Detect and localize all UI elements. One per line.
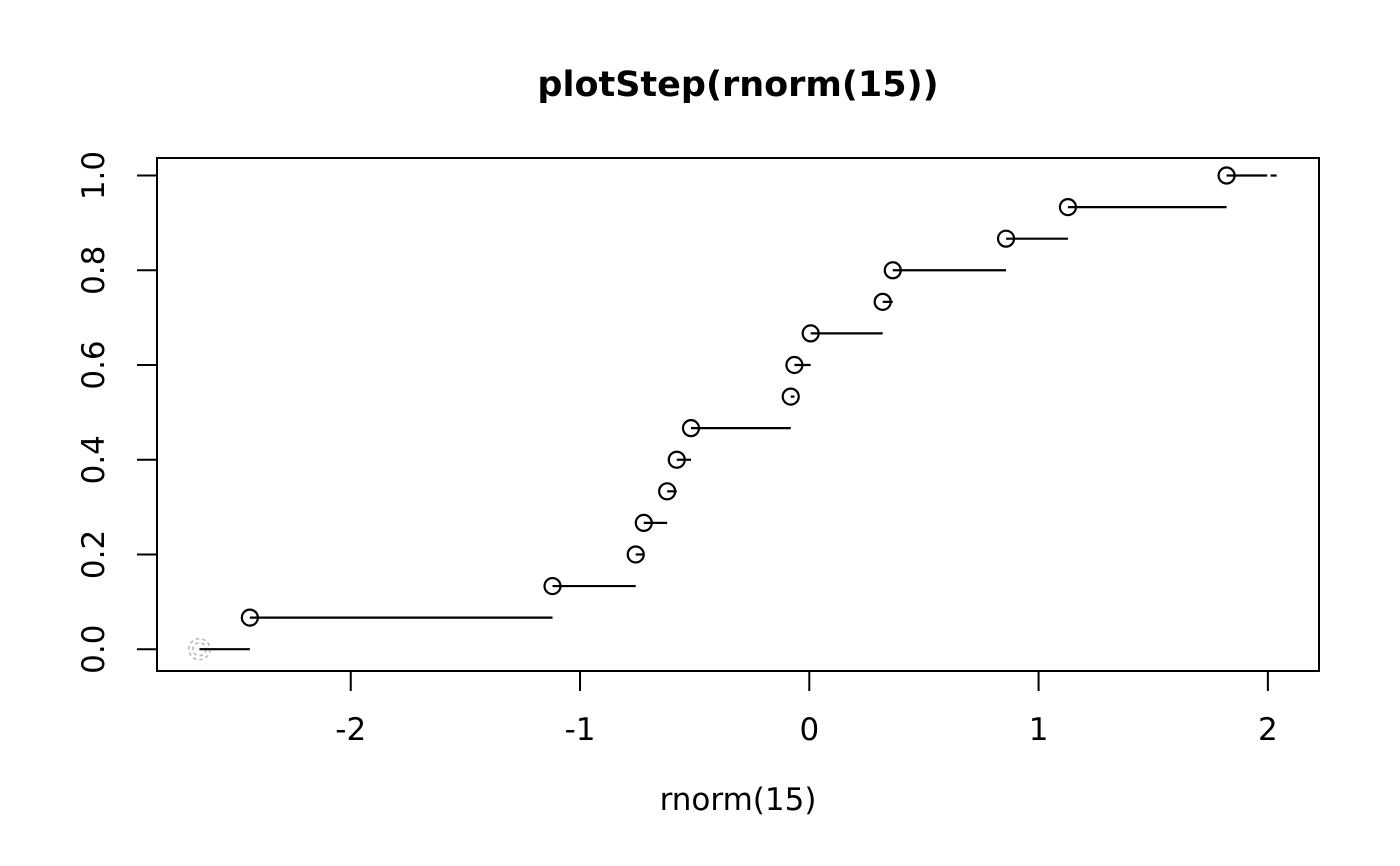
data-point-circle [681, 419, 701, 438]
data-point-circle [543, 576, 562, 596]
data-point-circle [785, 355, 804, 375]
x-tick-label: 0 [799, 712, 819, 748]
y-tick-label: 0.6 [76, 340, 112, 389]
data-point-circle [781, 387, 800, 406]
plot-box [156, 157, 1320, 672]
y-tick-label: 0.8 [76, 246, 112, 295]
data-point-circle [873, 292, 892, 311]
x-axis-label: rnorm(15) [659, 782, 817, 818]
data-point-circle [626, 545, 645, 564]
x-tick-label: -2 [335, 712, 366, 748]
y-tick-label: 0.4 [76, 435, 112, 484]
data-point-circle [667, 450, 686, 469]
y-tick-label: 1.0 [76, 151, 112, 200]
data-point-circle [1058, 198, 1078, 217]
data-point-circle [996, 229, 1016, 248]
x-tick-label: -1 [565, 712, 596, 748]
data-point-circle [658, 482, 677, 501]
y-tick-label: 0.2 [76, 530, 112, 579]
data-point-circle [240, 608, 259, 627]
x-tick-label: 1 [1029, 712, 1049, 748]
y-tick-label: 0.0 [76, 625, 112, 674]
data-point-circle [1217, 166, 1236, 185]
data-point-circle [883, 261, 902, 280]
data-point-circle [634, 513, 653, 532]
data-point-circle [801, 324, 820, 343]
chart-title: plotStep(rnorm(15)) [537, 65, 939, 105]
x-tick-label: 2 [1258, 712, 1278, 748]
